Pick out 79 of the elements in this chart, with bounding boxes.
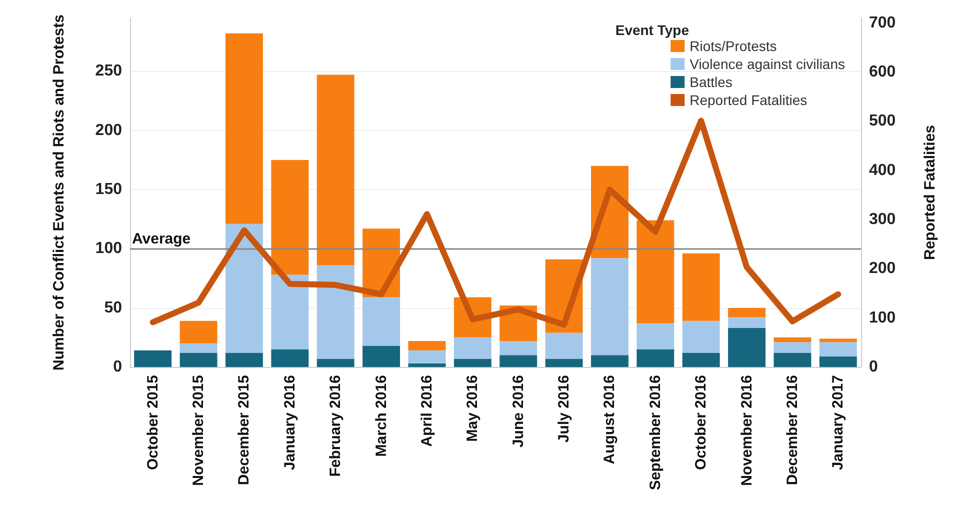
bar — [819, 356, 857, 367]
bar — [500, 355, 538, 367]
bar — [134, 350, 172, 367]
y-axis-title: Number of Conflict Events and Riots and Protests — [50, 14, 68, 370]
bar — [180, 343, 218, 353]
legend-label: Battles — [690, 74, 732, 90]
bar — [636, 349, 674, 367]
x-tick-label: December 2015 — [236, 375, 253, 486]
x-tick-label: September 2016 — [646, 375, 664, 490]
x-tick-label: January 2016 — [281, 375, 298, 470]
bar — [728, 308, 766, 318]
y-tick-label: 50 — [104, 299, 122, 316]
y-tick-label: 0 — [113, 358, 122, 376]
bar — [408, 363, 446, 367]
y2-axis-title: Reported Fatalities — [922, 124, 938, 260]
x-tick-label: November 2015 — [190, 375, 208, 486]
bar — [454, 358, 492, 367]
x-tick-label: October 2015 — [144, 375, 162, 470]
bar — [316, 265, 354, 359]
bar — [500, 340, 538, 356]
bar — [774, 352, 812, 367]
y2-tick-label: 400 — [869, 162, 896, 179]
bar — [682, 320, 720, 353]
bar — [271, 349, 309, 367]
ref-line-label: Average — [132, 230, 191, 248]
y2-tick-label: 100 — [869, 309, 896, 326]
y2-tick-label: 200 — [869, 260, 896, 278]
legend-label: Reported Fatalities — [690, 92, 808, 108]
bar — [774, 342, 812, 353]
y-tick-label: 100 — [95, 240, 122, 258]
bar — [225, 224, 263, 353]
x-tick-label: May 2016 — [464, 375, 482, 442]
bar — [180, 352, 218, 367]
y2-tick-label: 300 — [869, 211, 896, 228]
y-tick-label: 250 — [95, 62, 122, 80]
bar — [545, 332, 583, 359]
bar — [408, 350, 446, 364]
x-tick-label: December 2016 — [784, 375, 801, 486]
y2-tick-label: 500 — [869, 112, 896, 130]
y2-tick-label: 0 — [869, 358, 878, 376]
legend-label: Violence against civilians — [690, 56, 846, 72]
bar — [682, 352, 720, 367]
bar — [316, 74, 354, 266]
bar — [362, 346, 400, 367]
bar — [316, 358, 354, 367]
bar — [454, 337, 492, 359]
bar — [636, 323, 674, 350]
bar — [590, 355, 628, 367]
bar — [728, 328, 766, 367]
bar — [819, 338, 857, 342]
y2-tick-label: 600 — [869, 64, 896, 81]
bar — [271, 274, 309, 350]
x-tick-label: November 2016 — [738, 375, 756, 486]
y2-tick-label: 700 — [869, 14, 896, 32]
y-tick-label: 150 — [95, 181, 122, 198]
bar — [774, 337, 812, 342]
x-tick-label: October 2016 — [692, 375, 710, 470]
bar — [225, 33, 263, 224]
bar — [225, 352, 263, 367]
bar — [545, 358, 583, 367]
bar — [271, 160, 309, 275]
x-tick-label: February 2016 — [327, 375, 344, 477]
bar — [180, 320, 218, 344]
x-tick-label: June 2016 — [510, 375, 527, 448]
bar — [728, 317, 766, 328]
bar — [590, 258, 628, 356]
x-tick-label: July 2016 — [556, 375, 573, 443]
bar — [819, 342, 857, 356]
x-tick-label: August 2016 — [601, 375, 618, 464]
legend-label: Riots/Protests — [690, 38, 777, 54]
bar — [636, 220, 674, 324]
bar — [408, 340, 446, 350]
bar — [362, 297, 400, 346]
legend-title: Event Type — [615, 22, 690, 38]
y-tick-label: 200 — [95, 122, 122, 139]
x-tick-label: January 2017 — [830, 375, 847, 470]
x-tick-label: April 2016 — [418, 375, 436, 447]
x-tick-label: March 2016 — [372, 375, 390, 457]
bar — [682, 253, 720, 321]
